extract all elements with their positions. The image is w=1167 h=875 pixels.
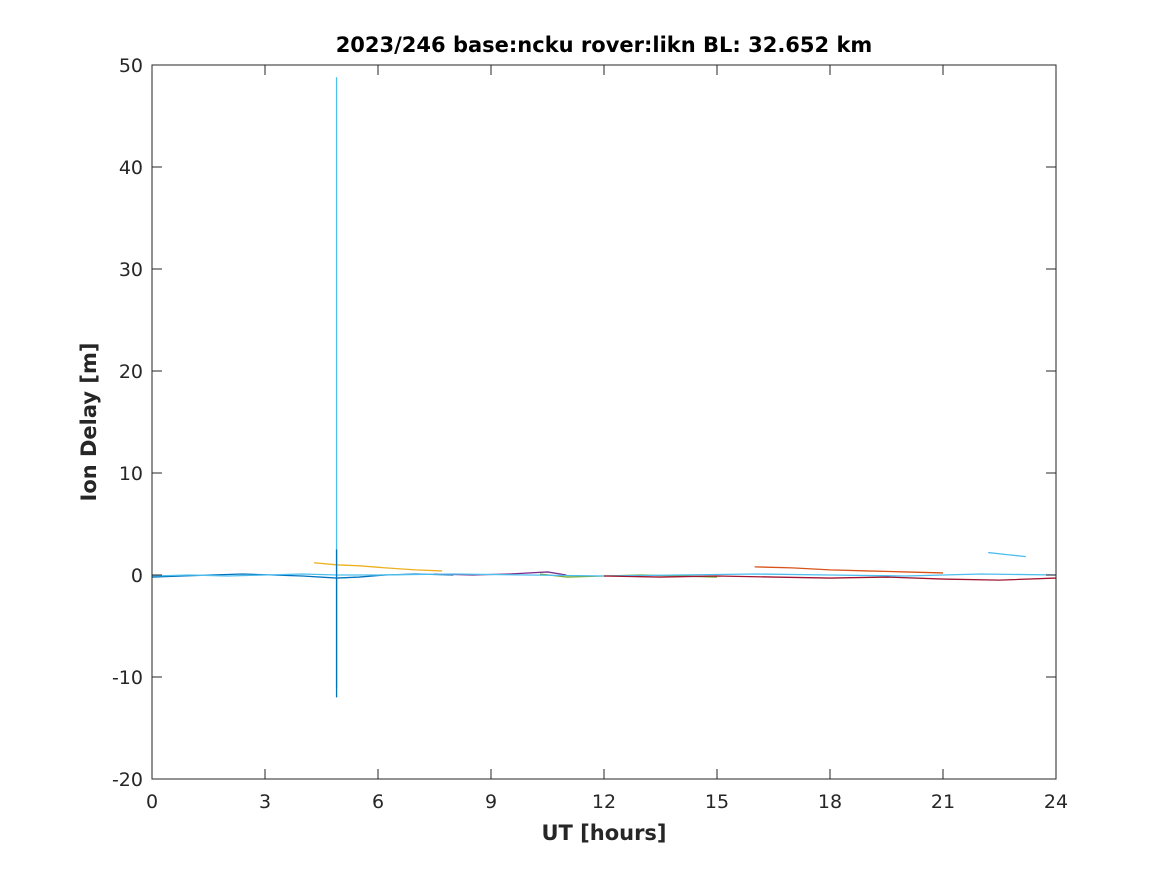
x-tick-label: 0 (146, 791, 158, 813)
y-tick-label: 50 (119, 55, 143, 77)
series-line (151, 573, 1057, 577)
x-axis-label: UT [hours] (541, 821, 666, 845)
y-tick-label: 20 (119, 361, 143, 383)
series-line (988, 551, 1026, 558)
axes-box (151, 64, 1057, 780)
x-tick-label: 18 (818, 791, 842, 813)
y-tick-label: 10 (119, 463, 143, 485)
series-layer (151, 77, 1057, 698)
series-line (313, 562, 443, 572)
y-tick-label: 40 (119, 157, 143, 179)
x-tick-label: 15 (705, 791, 729, 813)
plot-area (152, 65, 1056, 779)
chart-title: 2023/246 base:ncku rover:likn BL: 32.652… (336, 33, 873, 57)
y-tick-label: -10 (112, 667, 143, 689)
y-tick-label: 0 (131, 565, 143, 587)
y-axis-label: Ion Delay [m] (77, 343, 101, 502)
y-tick-label: -20 (112, 769, 143, 791)
x-tick-label: 9 (485, 791, 497, 813)
y-tick-label: 30 (119, 259, 143, 281)
x-tick-label: 3 (259, 791, 271, 813)
x-tick-label: 6 (372, 791, 384, 813)
x-tick-label: 12 (592, 791, 616, 813)
series-line (603, 575, 1057, 581)
x-tick-label: 21 (931, 791, 955, 813)
series-line (754, 566, 944, 574)
tick-layer: 0 3 6 9 12 15 18 21 24 -20 -10 0 10 20 30 40 50 (112, 55, 1068, 813)
x-tick-label: 24 (1044, 791, 1068, 813)
